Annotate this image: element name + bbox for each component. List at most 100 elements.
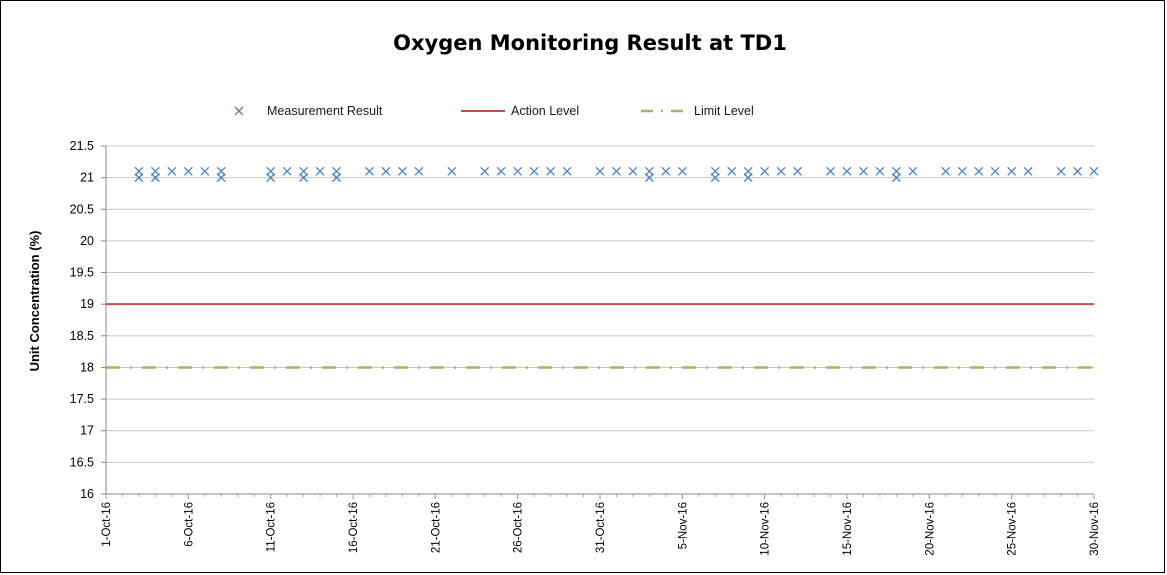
data-point-marker	[891, 166, 901, 176]
data-point-marker	[1089, 166, 1099, 176]
y-tick-label: 16.5	[70, 455, 94, 469]
chart-scatter-points	[134, 166, 1099, 183]
data-point-marker	[776, 166, 786, 176]
data-point-marker	[397, 166, 407, 176]
data-point-marker	[1007, 166, 1017, 176]
data-point-marker	[743, 173, 753, 183]
y-tick-label: 19.5	[70, 266, 94, 280]
data-point-marker	[150, 166, 160, 176]
y-tick-label: 17	[80, 424, 94, 438]
data-point-marker	[381, 166, 391, 176]
chart-legend: Measurement Result Action Level Limit Leve…	[234, 104, 754, 118]
data-point-marker	[875, 166, 885, 176]
data-point-marker	[266, 173, 276, 183]
chart-gridlines	[106, 145, 1094, 463]
data-point-marker	[760, 166, 770, 176]
data-point-marker	[299, 166, 309, 176]
y-tick-label: 21	[80, 171, 94, 185]
x-tick-label: 10-Nov-16	[760, 502, 772, 556]
y-tick-label: 17.5	[70, 392, 94, 406]
data-point-marker	[332, 173, 341, 183]
data-point-marker	[134, 173, 144, 183]
data-point-marker	[200, 166, 210, 176]
legend-label: Limit Level	[694, 104, 754, 118]
data-point-marker	[332, 166, 341, 176]
data-point-marker	[414, 166, 424, 176]
x-tick-label: 21-Oct-16	[430, 502, 442, 553]
y-tick-label: 16	[80, 487, 94, 501]
data-point-marker	[216, 166, 226, 176]
data-point-marker	[644, 173, 654, 183]
legend-item: Action Level	[461, 104, 579, 118]
x-tick-label: 26-Oct-16	[513, 502, 525, 553]
data-point-marker	[480, 166, 490, 176]
x-tick-label: 15-Nov-16	[842, 502, 854, 556]
data-point-marker	[826, 166, 835, 176]
data-point-marker	[612, 166, 621, 176]
data-point-marker	[710, 166, 720, 176]
data-point-marker	[891, 173, 901, 183]
data-point-marker	[216, 173, 226, 183]
y-tick-label: 20	[80, 234, 94, 248]
chart-title: Oxygen Monitoring Result at TD1	[393, 31, 787, 55]
x-tick-label: 25-Nov-16	[1007, 502, 1019, 556]
data-point-marker	[134, 166, 144, 176]
x-tick-label: 31-Oct-16	[595, 502, 607, 553]
data-point-marker	[1056, 166, 1066, 176]
data-point-marker	[628, 166, 638, 176]
data-point-marker	[266, 166, 276, 176]
data-point-marker	[167, 166, 177, 176]
data-point-marker	[183, 166, 193, 176]
chart-reference-lines	[106, 303, 1094, 369]
data-point-marker	[941, 166, 951, 176]
data-point-marker	[974, 166, 984, 176]
x-tick-label: 5-Nov-16	[677, 502, 689, 549]
legend-label: Action Level	[511, 104, 579, 118]
x-tick-label: 1-Oct-16	[101, 502, 113, 547]
data-point-marker	[150, 173, 160, 183]
data-point-marker	[644, 166, 654, 176]
y-axis-label: Unit Concentration (%)	[27, 231, 42, 372]
data-point-marker	[595, 166, 605, 176]
data-point-marker	[727, 166, 737, 176]
y-tick-label: 18	[80, 360, 94, 374]
x-tick-label: 30-Nov-16	[1089, 502, 1101, 556]
data-point-marker	[1023, 166, 1033, 176]
data-point-marker	[793, 166, 803, 176]
data-point-marker	[365, 166, 374, 176]
x-tick-label: 11-Oct-16	[266, 502, 278, 552]
data-point-marker	[842, 166, 852, 176]
data-point-marker	[529, 166, 539, 176]
legend-marker-x	[234, 106, 244, 116]
data-point-marker	[447, 166, 457, 176]
legend-label: Measurement Result	[267, 104, 383, 118]
y-tick-label: 21.5	[70, 139, 94, 153]
data-point-marker	[315, 166, 325, 176]
data-point-marker	[496, 166, 506, 176]
data-point-marker	[677, 166, 687, 176]
data-point-marker	[957, 166, 967, 176]
legend-item: Limit Level	[641, 104, 754, 118]
data-point-marker	[299, 173, 309, 183]
data-point-marker	[546, 166, 556, 176]
data-point-marker	[282, 166, 292, 176]
legend-item: Measurement Result	[234, 104, 383, 118]
data-point-marker	[743, 166, 753, 176]
data-point-marker	[661, 166, 671, 176]
x-axis-ticks: 1-Oct-16 6-Oct-16 11-Oct-16 16-Oct-16 21-Oct…	[101, 494, 1101, 556]
data-point-marker	[990, 166, 1000, 176]
x-tick-label: 6-Oct-16	[183, 502, 195, 547]
data-point-marker	[562, 166, 572, 176]
x-tick-label: 20-Nov-16	[924, 502, 936, 556]
data-point-marker	[859, 166, 868, 176]
data-point-marker	[1073, 166, 1082, 176]
data-point-marker	[513, 166, 523, 176]
data-point-marker	[908, 166, 918, 176]
data-point-marker	[710, 173, 720, 183]
x-tick-label: 16-Oct-16	[348, 502, 360, 553]
y-axis-ticks: 16 16.5 17 17.5 18 18.5 19 19.5 20 20.5 21 21.5	[70, 139, 106, 501]
y-tick-label: 18.5	[70, 329, 94, 343]
chart-axes	[105, 146, 1094, 495]
y-tick-label: 19	[80, 297, 94, 311]
